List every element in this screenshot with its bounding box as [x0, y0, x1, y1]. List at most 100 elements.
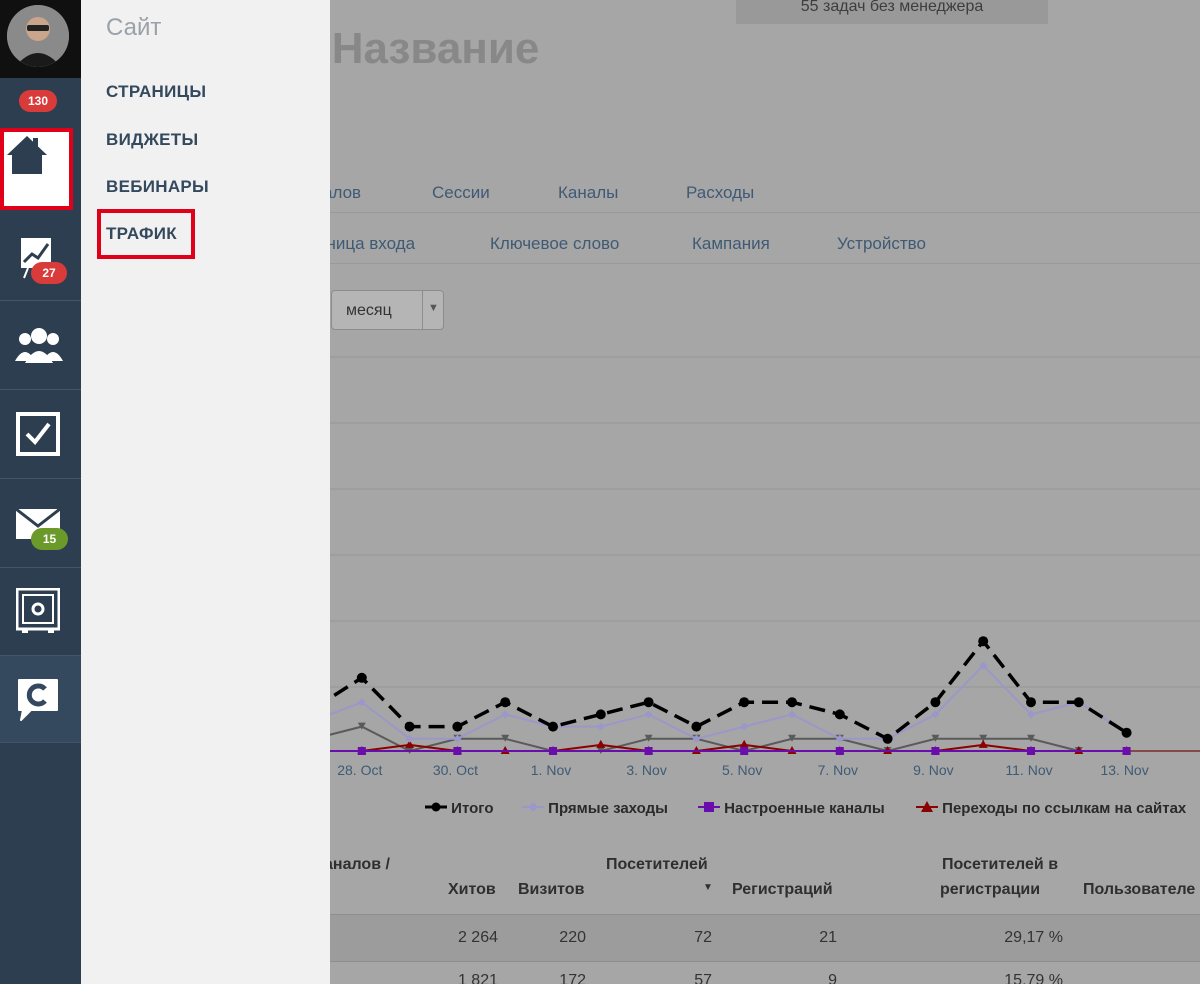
cell-conversion: 15,79 % [1004, 972, 1063, 984]
data-point [788, 710, 796, 719]
data-point [501, 734, 510, 742]
tab-row-secondary: аница входа Ключевое слово Кампания Устр… [330, 222, 1200, 264]
series-line [330, 664, 1128, 740]
data-point [691, 721, 702, 732]
tab-keyword[interactable]: Ключевое слово [490, 234, 620, 253]
legend-label: Настроенные каналы [724, 800, 885, 817]
table-row[interactable]: 1 821 172 57 9 15,79 % [330, 962, 1200, 984]
data-point [1073, 697, 1084, 708]
col-header-conversion-line2[interactable]: регистрации [940, 881, 1041, 898]
legend-marker-referrals [916, 801, 938, 812]
col-header-registrations[interactable]: Регистраций [732, 881, 833, 898]
page-title: е Название [330, 24, 540, 73]
avatar[interactable] [7, 5, 69, 67]
data-point [1027, 747, 1035, 755]
tab-landing-page[interactable]: аница входа [330, 234, 416, 253]
x-tick-label: 30. Oct [433, 762, 478, 778]
data-point [930, 697, 941, 708]
sort-desc-icon[interactable]: ▼ [703, 882, 713, 893]
tab-expenses[interactable]: Расходы [686, 183, 755, 202]
legend-label: Прямые заходы [548, 800, 668, 817]
legend-item-direct[interactable]: Прямые заходы [522, 800, 668, 817]
data-point [835, 747, 844, 755]
home-nav-item[interactable] [0, 128, 73, 210]
tab-channels[interactable]: Каналы [558, 183, 619, 202]
col-header-channels[interactable]: аналов / [330, 856, 390, 873]
data-point [453, 734, 462, 743]
data-point [740, 747, 749, 755]
legend-marker-custom [698, 802, 720, 812]
data-point [1027, 734, 1035, 742]
data-point [979, 661, 988, 670]
data-point [357, 698, 366, 707]
data-point [739, 697, 750, 708]
menu-item-widgets[interactable]: ВИДЖЕТЫ [106, 130, 199, 149]
series-line [330, 638, 1128, 741]
legend-item-total[interactable]: Итого [425, 800, 493, 817]
table-row[interactable]: 2 264 220 72 21 29,17 % [330, 914, 1200, 961]
tab-sessions[interactable]: Сессии [432, 183, 490, 202]
data-point [357, 722, 366, 730]
analytics-badge: 27 [31, 262, 67, 284]
cell-hits: 2 264 [457, 929, 498, 946]
safe-icon [16, 588, 60, 633]
x-tick-label: 11. Nov [1005, 762, 1052, 778]
col-header-users[interactable]: Пользователе [1083, 881, 1196, 898]
cell-visits: 172 [559, 972, 586, 984]
legend-item-custom-channels[interactable]: Настроенные каналы [698, 800, 885, 817]
col-header-conversion-line1[interactable]: Посетителей в [942, 856, 1059, 873]
cell-registrations: 21 [819, 929, 837, 946]
chat-nav-item[interactable] [0, 656, 81, 743]
task-banner[interactable]: 55 задач без менеджера [736, 0, 1048, 24]
cell-conversion: 29,17 % [1004, 929, 1063, 946]
data-point [643, 697, 654, 708]
cell-visits: 220 [559, 929, 586, 946]
col-header-visits[interactable]: Визитов [518, 881, 585, 898]
safe-nav-item[interactable] [0, 568, 81, 656]
data-point [405, 734, 414, 743]
mail-nav-item[interactable]: 15 [0, 479, 81, 568]
avatar-cell[interactable] [0, 0, 81, 78]
data-point [404, 721, 415, 732]
data-point [548, 721, 558, 732]
data-point [644, 710, 653, 719]
data-point [356, 672, 367, 683]
menu-item-pages[interactable]: СТРАНИЦЫ [106, 82, 207, 101]
tasks-icon [16, 412, 60, 456]
col-header-visitors[interactable]: Посетителей [606, 856, 708, 873]
data-point [453, 747, 462, 755]
tasks-nav-item[interactable] [0, 390, 81, 479]
select-divider [422, 291, 423, 329]
data-point [1027, 710, 1035, 719]
tab-campaign[interactable]: Кампания [692, 234, 770, 253]
menu-item-webinars[interactable]: ВЕБИНАРЫ [106, 177, 209, 196]
main-content: 55 задач без менеджера е Название алов С… [330, 0, 1200, 984]
data-point [1121, 727, 1132, 738]
data-point [549, 747, 557, 755]
x-tick-label: 1. Nov [531, 762, 571, 778]
period-select[interactable]: месяц ▼ [331, 290, 444, 330]
notifications-badge[interactable]: 130 [19, 90, 57, 112]
data-point [931, 734, 940, 742]
data-point [740, 722, 749, 731]
menu-item-traffic[interactable]: ТРАФИК [106, 224, 177, 243]
col-header-hits[interactable]: Хитов [448, 881, 496, 898]
x-tick-label: 13. Nov [1100, 762, 1148, 778]
users-nav-item[interactable] [0, 301, 81, 390]
tab-row-primary: алов Сессии Каналы Расходы [330, 170, 1200, 213]
x-tick-label: 28. Oct [337, 762, 382, 778]
data-point [931, 710, 940, 719]
legend-marker-total [425, 802, 447, 812]
data-point [978, 636, 989, 647]
legend-marker-direct [522, 802, 544, 812]
site-menu: Сайт СТРАНИЦЫ ВИДЖЕТЫ ВЕБИНАРЫ ТРАФИК [81, 0, 330, 984]
cell-visitors: 57 [694, 972, 712, 984]
tab-channels-group[interactable]: алов [330, 183, 362, 202]
data-point [692, 734, 701, 743]
tab-device[interactable]: Устройство [837, 234, 926, 253]
icon-rail: 130 27 [0, 0, 81, 984]
analytics-nav-item[interactable]: 27 [0, 212, 81, 301]
traffic-chart: 28. Oct 30. Oct 1. Nov 3. Nov 5. Nov 7. Nov 9.… [330, 356, 1200, 778]
data-point [739, 739, 749, 748]
legend-item-referrals[interactable]: Переходы по ссылкам на сайтах [916, 800, 1186, 817]
